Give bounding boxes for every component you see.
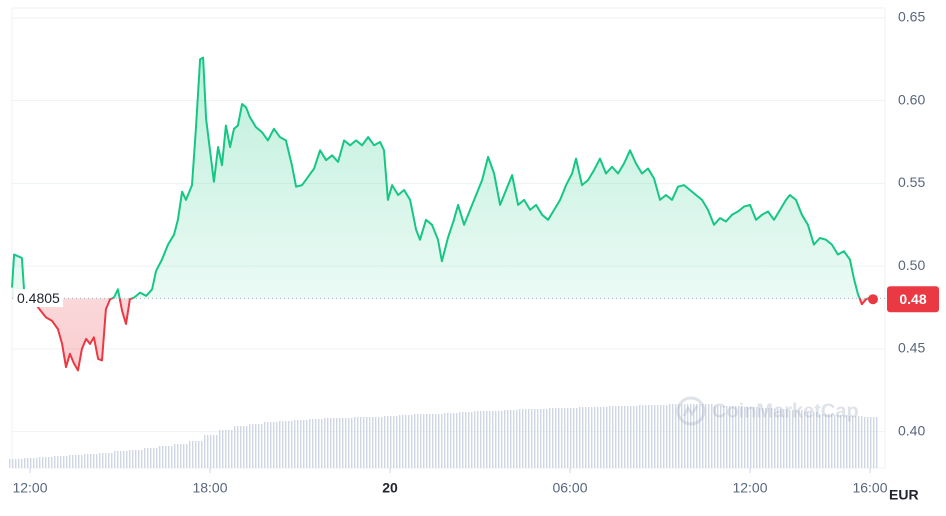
volume-bar bbox=[667, 404, 683, 468]
volume-bar bbox=[487, 411, 503, 468]
volume-bar bbox=[412, 414, 428, 468]
volume-bar bbox=[142, 448, 158, 468]
reference-label-bg bbox=[14, 289, 64, 308]
volume-bar bbox=[472, 411, 488, 468]
volume-bar bbox=[382, 416, 398, 468]
volume-bar bbox=[442, 413, 458, 468]
watermark-text: CoinMarketCap bbox=[712, 400, 859, 422]
volume-bar bbox=[862, 417, 878, 468]
volume-bar bbox=[652, 405, 668, 468]
price-line bbox=[11, 56, 871, 299]
volume-bar bbox=[697, 404, 713, 468]
area-down bbox=[12, 298, 870, 371]
volume-bar bbox=[832, 415, 848, 468]
volume-bar bbox=[802, 412, 818, 468]
volume-bar bbox=[157, 446, 173, 468]
volume-bar bbox=[517, 409, 533, 468]
volume-bar bbox=[682, 404, 698, 468]
currency-label: EUR bbox=[889, 487, 919, 503]
volume-bar bbox=[322, 418, 338, 468]
volume-bar bbox=[112, 451, 128, 468]
y-tick-label: 0.45 bbox=[898, 340, 925, 356]
reference-label: 0.4805 bbox=[17, 290, 60, 306]
volume-bar bbox=[637, 405, 653, 468]
volume-bar bbox=[562, 408, 578, 468]
volume-bar bbox=[67, 455, 83, 468]
volume-bar bbox=[847, 416, 863, 468]
x-tick-label: 20 bbox=[382, 480, 398, 496]
x-tick-label: 16:00 bbox=[852, 480, 887, 496]
y-tick-label: 0.40 bbox=[898, 422, 925, 438]
volume-bar bbox=[817, 414, 833, 468]
volume-bar bbox=[742, 407, 758, 468]
volume-bar bbox=[772, 409, 788, 468]
y-tick-label: 0.60 bbox=[898, 91, 925, 107]
volume-bar bbox=[607, 406, 623, 468]
volume-bar bbox=[337, 418, 353, 468]
volume-bar bbox=[82, 454, 98, 468]
volume-bar bbox=[97, 453, 113, 468]
volume-bar bbox=[217, 430, 233, 468]
volume-bar bbox=[52, 456, 68, 468]
volume-bar bbox=[172, 444, 188, 468]
watermark: CoinMarketCap bbox=[676, 396, 859, 426]
volume-bar bbox=[22, 458, 38, 468]
y-tick-label: 0.65 bbox=[898, 9, 925, 25]
current-price-bg bbox=[887, 286, 939, 313]
volume-bar bbox=[577, 407, 593, 468]
volume-bar bbox=[457, 412, 473, 468]
volume-bar bbox=[592, 407, 608, 468]
volume-bar bbox=[427, 414, 443, 468]
volume-bar bbox=[352, 417, 368, 468]
x-tick-label: 12:00 bbox=[12, 480, 47, 496]
volume-bar bbox=[187, 441, 203, 468]
volume-bar bbox=[7, 459, 23, 468]
volume-bar bbox=[787, 410, 803, 468]
volume-bar bbox=[757, 408, 773, 468]
volume-bar bbox=[127, 450, 143, 468]
current-price-label: 0.48 bbox=[899, 291, 926, 307]
volume-bar bbox=[277, 421, 293, 468]
x-tick-label: 18:00 bbox=[192, 480, 227, 496]
x-tick-label: 12:00 bbox=[732, 480, 767, 496]
volume-bar bbox=[262, 422, 278, 468]
current-dot bbox=[868, 294, 878, 305]
volume-bar bbox=[727, 406, 743, 468]
y-tick-label: 0.55 bbox=[898, 174, 925, 190]
volume-bar bbox=[502, 410, 518, 468]
area-up bbox=[12, 57, 870, 299]
y-tick-label: 0.50 bbox=[898, 257, 925, 273]
volume-bar bbox=[712, 406, 728, 468]
volume-bar bbox=[247, 424, 263, 468]
volume-bar bbox=[292, 420, 308, 468]
volume-bar bbox=[232, 426, 248, 468]
volume-bar bbox=[307, 419, 323, 468]
volume-bar bbox=[547, 408, 563, 468]
volume-bar bbox=[532, 409, 548, 468]
volume-bar bbox=[202, 435, 218, 468]
x-tick-label: 06:00 bbox=[552, 480, 587, 496]
volume-bar bbox=[367, 417, 383, 468]
volume-bar bbox=[397, 415, 413, 468]
volume-bar bbox=[37, 457, 53, 468]
volume-bar bbox=[622, 406, 638, 468]
